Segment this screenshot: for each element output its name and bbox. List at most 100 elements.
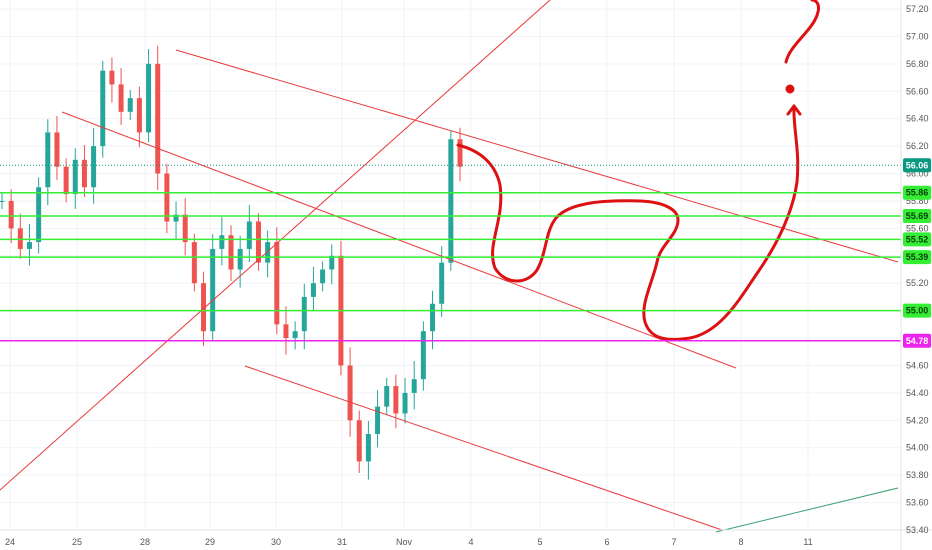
arrow-head [786, 104, 802, 116]
candle-body [246, 221, 252, 249]
green-trendline [715, 487, 899, 533]
level-label: 55.69 [906, 211, 929, 221]
candle-body [384, 386, 390, 407]
candle-body [347, 365, 353, 421]
candlestick-series [0, 45, 463, 480]
y-tick-label: 53.40 [906, 525, 929, 535]
question-mark-hook [784, 0, 820, 64]
candle-body [402, 392, 408, 414]
y-tick-label: 55.60 [906, 223, 929, 233]
candle-body [173, 214, 179, 222]
candle-body [237, 248, 243, 270]
candle-body [375, 406, 381, 435]
y-tick-label: 56.00 [906, 169, 929, 179]
candle-body [72, 159, 78, 195]
candle-body [91, 146, 97, 188]
y-tick-label: 54.00 [906, 443, 929, 453]
x-tick-label: 25 [72, 537, 82, 547]
level-label: 54.78 [906, 336, 929, 346]
candle-body [63, 166, 69, 195]
candle-body [191, 242, 197, 284]
current-price-label: 56.06 [906, 160, 929, 170]
x-tick-label: 28 [140, 537, 150, 547]
y-tick-label: 56.60 [906, 86, 929, 96]
candle-body [320, 269, 326, 284]
level-label: 55.86 [906, 188, 929, 198]
level-tag [903, 303, 931, 318]
candle-body [0, 200, 5, 202]
candle-body [164, 173, 170, 222]
candle-body [155, 63, 161, 174]
channel-upper-line [175, 49, 899, 263]
candle-body [255, 221, 261, 263]
y-tick-label: 53.80 [906, 470, 929, 480]
level-tag [903, 333, 931, 348]
y-tick-label: 55.20 [906, 278, 929, 288]
projected-path [456, 104, 800, 341]
y-tick-label: 57.00 [906, 31, 929, 41]
candle-body [127, 98, 133, 112]
candle-body [100, 70, 106, 147]
candle-body [356, 420, 362, 462]
current-price-tag [903, 158, 931, 173]
candle-body [274, 242, 280, 325]
x-tick-label: 24 [5, 537, 15, 547]
level-tag [903, 185, 931, 200]
price-axis: 53.4053.6053.8054.0054.2054.4054.6054.80… [906, 4, 929, 535]
y-tick-label: 55.80 [906, 196, 929, 206]
candle-body [457, 139, 463, 167]
candle-body [36, 187, 42, 243]
candle-body [26, 242, 32, 249]
candle-body [201, 283, 207, 332]
y-tick-label: 56.80 [906, 59, 929, 69]
candle-body [81, 159, 87, 188]
x-tick-label: 7 [671, 537, 676, 547]
candle-body [219, 235, 225, 249]
y-tick-label: 56.40 [906, 114, 929, 124]
x-tick-label: 4 [468, 537, 473, 547]
question-mark-dot [785, 84, 795, 94]
level-tag [903, 250, 931, 265]
rising-trendline [0, 0, 551, 491]
level-label: 55.52 [906, 234, 929, 244]
level-tag [903, 209, 931, 224]
x-tick-label: 30 [271, 537, 281, 547]
level-label: 55.39 [906, 252, 929, 262]
candle-body [8, 200, 14, 229]
candle-body [393, 386, 399, 414]
candle-body [439, 262, 445, 304]
level-tag [903, 232, 931, 247]
candle-body [182, 214, 188, 243]
y-tick-label: 54.60 [906, 360, 929, 370]
candle-body [136, 98, 142, 133]
x-tick-label: 6 [604, 537, 609, 547]
x-tick-label: Nov [396, 537, 413, 547]
candle-body [109, 70, 115, 85]
candle-body [448, 139, 454, 263]
y-tick-label: 56.20 [906, 141, 929, 151]
candle-body [310, 283, 316, 297]
candle-body [365, 434, 371, 462]
candle-body [411, 379, 417, 393]
candle-body [54, 132, 60, 167]
x-tick-label: 29 [205, 537, 215, 547]
candle-body [283, 324, 289, 339]
y-tick-label: 54.20 [906, 415, 929, 425]
candle-body [146, 63, 152, 133]
x-tick-label: 11 [803, 537, 812, 547]
projected-path-annotation [456, 0, 820, 341]
y-tick-label: 53.60 [906, 498, 929, 508]
candle-body [45, 132, 51, 188]
candle-body [420, 331, 426, 380]
candle-body [118, 84, 124, 112]
channel-lower-line [244, 365, 723, 531]
y-tick-label: 54.40 [906, 388, 929, 398]
x-tick-label: 5 [537, 537, 542, 547]
support-levels [0, 164, 901, 342]
y-tick-label: 57.20 [906, 4, 929, 14]
time-axis: 24 25 28 29 30 31 Nov 4 5 6 7 8 11 [5, 537, 813, 547]
x-tick-label: 31 [337, 537, 347, 547]
candle-body [210, 248, 216, 332]
candle-body [228, 235, 234, 270]
